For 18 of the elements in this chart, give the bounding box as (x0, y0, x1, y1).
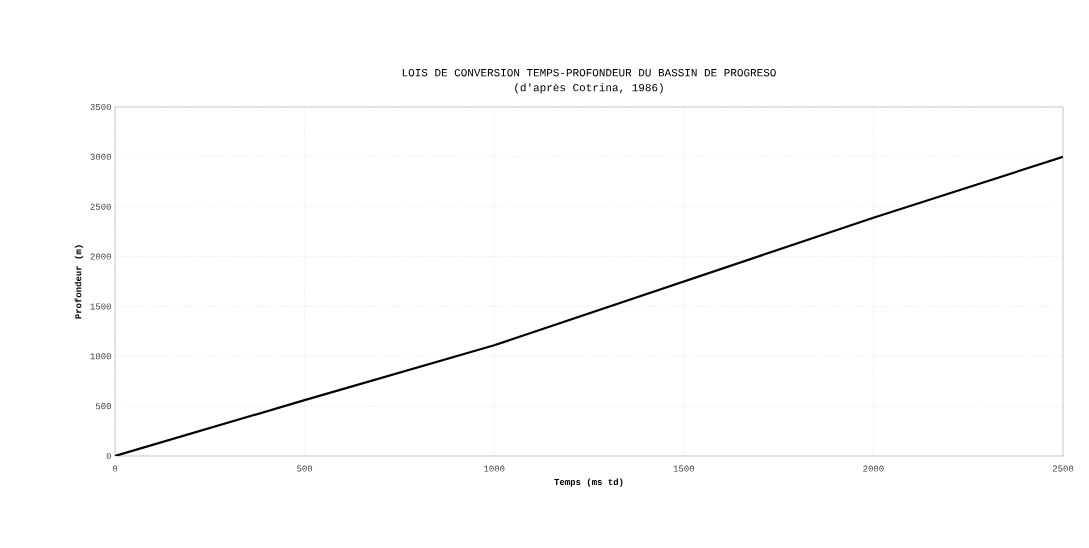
y-axis-title: Profondeur (m) (74, 245, 84, 319)
y-tick-label: 3000 (90, 153, 111, 160)
chart-title: LOIS DE CONVERSION TEMPS-PROFONDEUR DU BASSIN DE PROGRESO (402, 68, 776, 77)
y-tick-label: 500 (95, 403, 111, 410)
x-tick-label: 0 (112, 465, 118, 472)
y-tick-label: 2500 (90, 203, 111, 210)
y-tick-label: 0 (106, 452, 111, 460)
y-tick-label: 2000 (90, 253, 111, 260)
chart-subtitle: (d'après Cotrina, 1986) (515, 83, 663, 94)
x-tick-label: 500 (297, 465, 313, 472)
x-tick-label: 2500 (1052, 465, 1074, 472)
y-tick-label: 1500 (90, 303, 111, 310)
y-tick-label: 1000 (90, 353, 111, 360)
x-tick-label: 1500 (673, 465, 695, 472)
x-tick-label: 2000 (863, 465, 884, 472)
x-tick-label: 1000 (484, 465, 505, 472)
y-tick-label: 3500 (90, 103, 111, 111)
x-axis-title: Temps (ms td) (554, 478, 623, 487)
